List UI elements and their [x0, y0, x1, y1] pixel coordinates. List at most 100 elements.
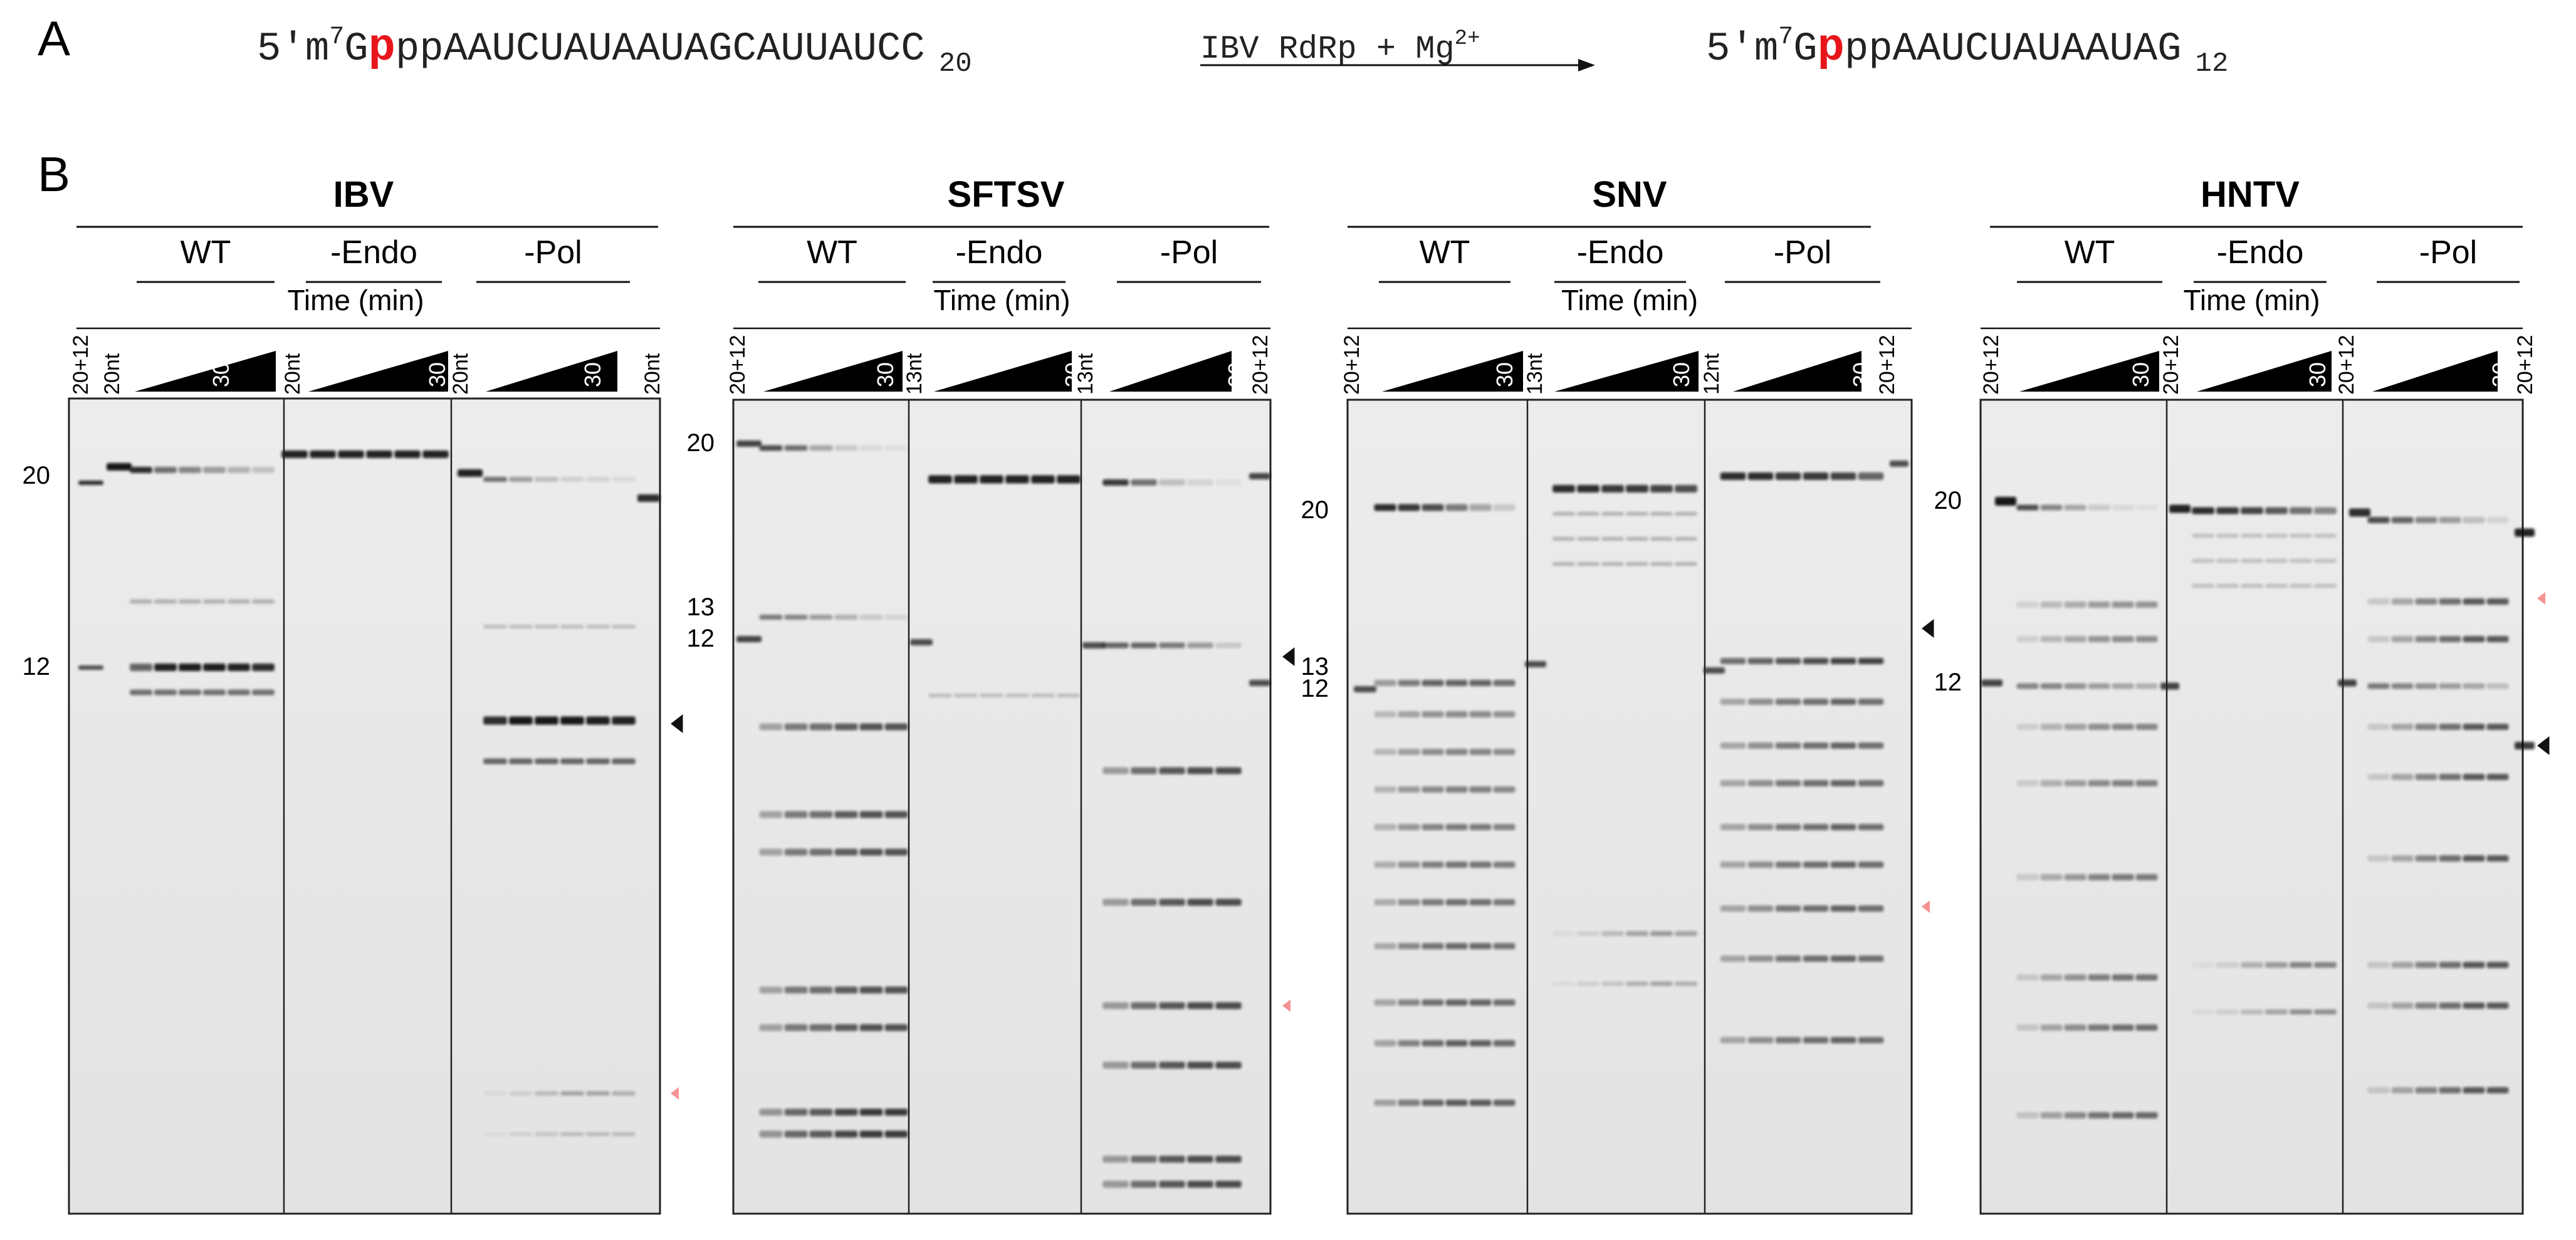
time-wedge [763, 351, 903, 392]
size-marker: 20 [1934, 487, 1962, 514]
group-label: -Pol [1160, 234, 1218, 271]
gel-title: IBV [333, 174, 394, 215]
time-wedge [308, 351, 448, 392]
gel-image [1346, 399, 1913, 1215]
lane-label: 30 [2305, 362, 2330, 387]
substrate-sequence: 5′m7GpppAAUCUAUAAUAGCAUUAUCC 20 [257, 22, 972, 80]
product-prefix: 5′m [1706, 27, 1778, 72]
lane-label: 30 [1668, 362, 1694, 387]
panel-a-label: A [38, 11, 70, 66]
lane-label: 30 [1492, 362, 1517, 387]
lane-label: 30 [424, 362, 450, 387]
pink-arrowhead-marker [2537, 592, 2545, 605]
size-marker: 12 [1934, 669, 1962, 696]
reaction-arrow: IBV RdRp + Mg2+ [1200, 27, 1595, 71]
time-label: Time (min) [2183, 284, 2320, 316]
black-arrowhead-marker [1922, 619, 1934, 638]
substrate-prefix: 5′m [257, 27, 329, 72]
product-rest: ppAAUCUAUAAUAG [1845, 27, 2182, 72]
product-sup: 7 [1778, 23, 1793, 51]
lane-label: 30 [1848, 362, 1874, 387]
lane-label: 12nt [1700, 353, 1724, 395]
arrow-label-sup: 2+ [1455, 27, 1480, 51]
gel-image [68, 397, 661, 1215]
time-wedge [1733, 351, 1861, 392]
lane-label: 20nt [281, 353, 305, 395]
time-label: Time (min) [933, 284, 1070, 316]
pink-arrowhead-marker [1922, 900, 1930, 913]
size-marker: 12 [23, 653, 51, 680]
group-label: WT [1420, 234, 1470, 271]
lane-label: 30 [1223, 362, 1249, 387]
substrate-p: p [369, 22, 395, 73]
time-wedge [1554, 351, 1699, 392]
arrow-label: IBV RdRp + Mg [1200, 31, 1455, 68]
lane-label: 13nt [1074, 353, 1097, 395]
time-wedge [1109, 351, 1232, 392]
lane-label: 13nt [903, 353, 926, 395]
lane-label: 20nt [449, 353, 473, 395]
gel-bands [1354, 461, 1908, 1106]
product-sequence: 5′m7GpppAAUCUAUAAUAG 12 [1706, 22, 2228, 80]
group-label: -Pol [2419, 234, 2477, 271]
size-marker: 20 [687, 429, 715, 457]
gel-bands [736, 440, 1270, 1188]
group-label: -Endo [330, 234, 417, 271]
product-g: G [1793, 27, 1817, 72]
black-arrowhead-marker [2537, 736, 2550, 755]
time-wedge [2197, 351, 2332, 392]
group-label: -Endo [2217, 234, 2304, 271]
gel-title: SNV [1592, 174, 1667, 215]
black-arrowhead-marker [671, 714, 683, 733]
group-label: WT [807, 234, 857, 271]
substrate-rest: ppAAUCUAUAAUAGCAUUAUCC [395, 27, 925, 72]
product-p: p [1818, 22, 1845, 73]
lane-label: 30 [1060, 362, 1086, 387]
time-wedge [2372, 351, 2498, 392]
substrate-sup: 7 [329, 23, 344, 51]
lane-label: 30 [580, 362, 605, 387]
size-marker: 13 [1301, 653, 1329, 680]
lane-label: 30 [2128, 362, 2154, 387]
substrate-length: 20 [939, 48, 972, 80]
group-label: -Endo [956, 234, 1043, 271]
lane-label: 20+12 [2335, 335, 2359, 395]
gel-title: SFTSV [948, 174, 1065, 215]
size-marker: 12 [1301, 675, 1329, 702]
lane-label: 20+12 [1249, 335, 1272, 395]
time-label: Time (min) [1561, 284, 1698, 316]
lane-label: 30 [208, 362, 234, 387]
time-wedge [934, 351, 1072, 392]
lane-label: 20+12 [1340, 335, 1364, 395]
time-wedge [1382, 351, 1523, 392]
lane-label: 30 [872, 362, 898, 387]
group-label: -Pol [524, 234, 582, 271]
group-label: -Pol [1774, 234, 1831, 271]
time-wedge [486, 351, 617, 392]
time-wedge [2019, 351, 2159, 392]
substrate-g: G [344, 27, 368, 72]
lane-label: 20+12 [2513, 335, 2537, 395]
time-label: Time (min) [287, 284, 424, 316]
lane-label: 20nt [641, 353, 664, 395]
lane-label: 20+12 [69, 335, 93, 395]
size-marker: 20 [23, 462, 51, 489]
gel-title: HNTV [2201, 174, 2300, 215]
lane-label: 13nt [1523, 353, 1547, 395]
pink-arrowhead-marker [1282, 999, 1291, 1012]
lane-label: 20+12 [1875, 335, 1899, 395]
group-label: WT [2065, 234, 2115, 271]
size-marker: 12 [687, 625, 715, 652]
time-wedge [135, 351, 276, 392]
black-arrowhead-marker [1282, 647, 1295, 666]
gel-image [732, 399, 1272, 1215]
group-label: WT [181, 234, 231, 271]
